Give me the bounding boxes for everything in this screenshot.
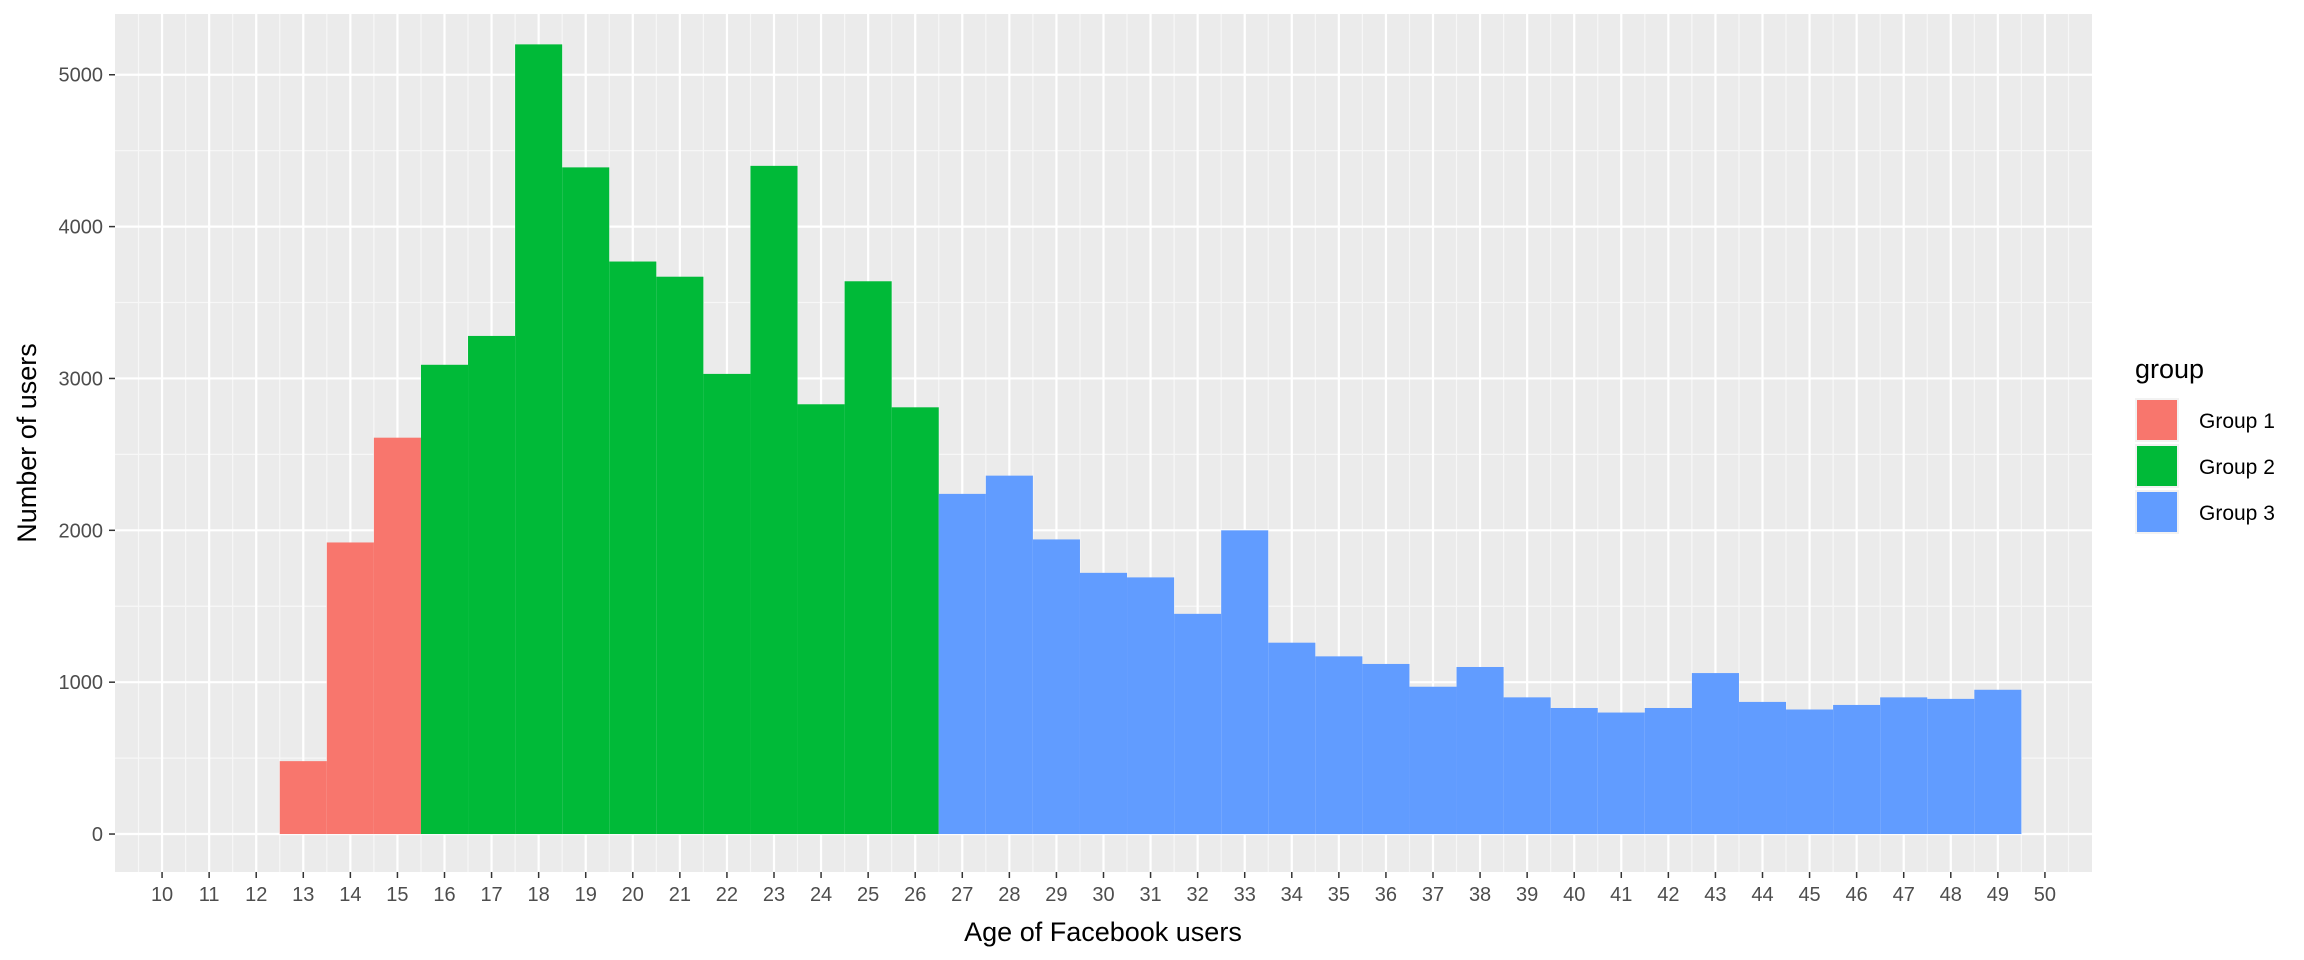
y-tick-label: 2000 — [59, 520, 104, 542]
legend-title: group — [2135, 354, 2204, 384]
x-tick-label: 15 — [386, 884, 408, 906]
x-tick-label: 45 — [1798, 884, 1820, 906]
x-tick-label: 26 — [904, 884, 926, 906]
bar — [656, 276, 704, 835]
x-tick-label: 48 — [1940, 884, 1962, 906]
legend-swatch — [2137, 446, 2177, 486]
x-tick-label: 24 — [810, 884, 832, 906]
y-axis-title: Number of users — [12, 343, 42, 543]
bar — [1174, 613, 1222, 835]
x-tick-label: 46 — [1846, 884, 1868, 906]
x-tick-label: 41 — [1610, 884, 1632, 906]
bar — [938, 493, 986, 835]
x-tick-label: 28 — [998, 884, 1020, 906]
x-axis-ticks: 10 11 12 13 14 15 16 17 18 19 20 21 22 23 24 25 26 27 28 29… — [151, 872, 2056, 906]
bar — [797, 404, 845, 835]
x-tick-label: 16 — [433, 884, 455, 906]
y-tick-label: 5000 — [59, 65, 104, 87]
x-tick-label: 22 — [716, 884, 738, 906]
x-tick-label: 33 — [1234, 884, 1256, 906]
x-tick-label: 14 — [339, 884, 361, 906]
bar — [1974, 689, 2022, 835]
x-tick-label: 40 — [1563, 884, 1585, 906]
x-tick-label: 12 — [245, 884, 267, 906]
x-tick-label: 34 — [1281, 884, 1303, 906]
legend-entries: Group 1 Group 2 Group 3 — [2135, 398, 2275, 534]
bar — [844, 281, 892, 835]
x-tick-label: 32 — [1187, 884, 1209, 906]
bar — [279, 761, 327, 835]
bar — [1409, 686, 1457, 835]
bar — [1079, 572, 1128, 835]
legend-swatch — [2137, 400, 2177, 440]
x-tick-label: 50 — [2034, 884, 2056, 906]
y-tick-label: 0 — [92, 824, 103, 846]
bar — [985, 475, 1033, 835]
bar — [1833, 704, 1881, 835]
x-tick-label: 10 — [151, 884, 173, 906]
bar — [1127, 577, 1175, 835]
x-tick-label: 42 — [1657, 884, 1679, 906]
x-tick-label: 11 — [199, 884, 220, 906]
bar — [1691, 673, 1739, 835]
bar — [1550, 707, 1598, 835]
bars — [279, 44, 2022, 835]
x-tick-label: 17 — [480, 884, 502, 906]
bar — [1503, 697, 1551, 835]
legend: group Group 1 Group 2 Group 3 — [2135, 354, 2275, 534]
bar — [703, 373, 751, 835]
x-tick-label: 20 — [622, 884, 644, 906]
legend-label: Group 1 — [2199, 410, 2275, 433]
bar — [515, 44, 563, 835]
bar — [891, 407, 939, 835]
y-tick-label: 3000 — [59, 368, 104, 390]
legend-label: Group 3 — [2199, 502, 2275, 525]
bar — [468, 335, 516, 835]
bar — [1221, 530, 1269, 835]
x-tick-label: 49 — [1987, 884, 2009, 906]
x-tick-label: 29 — [1045, 884, 1067, 906]
bar — [420, 364, 469, 835]
x-axis-title: Age of Facebook users — [964, 917, 1242, 947]
x-tick-label: 30 — [1092, 884, 1114, 906]
bar — [326, 542, 374, 835]
x-tick-label: 25 — [857, 884, 879, 906]
bar — [1927, 698, 1975, 835]
x-tick-label: 47 — [1893, 884, 1915, 906]
y-axis-ticks: 0 1000 2000 3000 4000 5000 — [59, 65, 115, 846]
x-tick-label: 39 — [1516, 884, 1538, 906]
x-tick-label: 38 — [1469, 884, 1491, 906]
y-tick-label: 4000 — [59, 217, 104, 239]
bar — [1644, 707, 1692, 835]
x-tick-label: 31 — [1139, 884, 1161, 906]
bar — [1268, 642, 1316, 835]
x-tick-label: 37 — [1422, 884, 1444, 906]
x-tick-label: 44 — [1751, 884, 1773, 906]
bar — [1597, 712, 1645, 835]
bar — [1032, 539, 1080, 835]
bar — [562, 167, 610, 835]
x-tick-label: 35 — [1328, 884, 1350, 906]
bar — [1738, 701, 1787, 835]
bar — [609, 261, 657, 835]
y-tick-label: 1000 — [59, 672, 104, 694]
legend-swatch — [2137, 492, 2177, 532]
x-tick-label: 18 — [528, 884, 550, 906]
bar — [373, 437, 421, 835]
x-tick-label: 19 — [575, 884, 597, 906]
bar — [1880, 697, 1928, 835]
x-tick-label: 36 — [1375, 884, 1397, 906]
legend-label: Group 2 — [2199, 456, 2275, 479]
bar — [1786, 709, 1834, 835]
x-tick-label: 43 — [1704, 884, 1726, 906]
bar — [1362, 663, 1410, 835]
bar — [750, 165, 798, 835]
bar — [1456, 666, 1504, 835]
x-tick-label: 13 — [292, 884, 314, 906]
x-tick-label: 23 — [763, 884, 785, 906]
x-tick-label: 27 — [951, 884, 973, 906]
bar — [1315, 656, 1363, 835]
x-tick-label: 21 — [669, 884, 691, 906]
